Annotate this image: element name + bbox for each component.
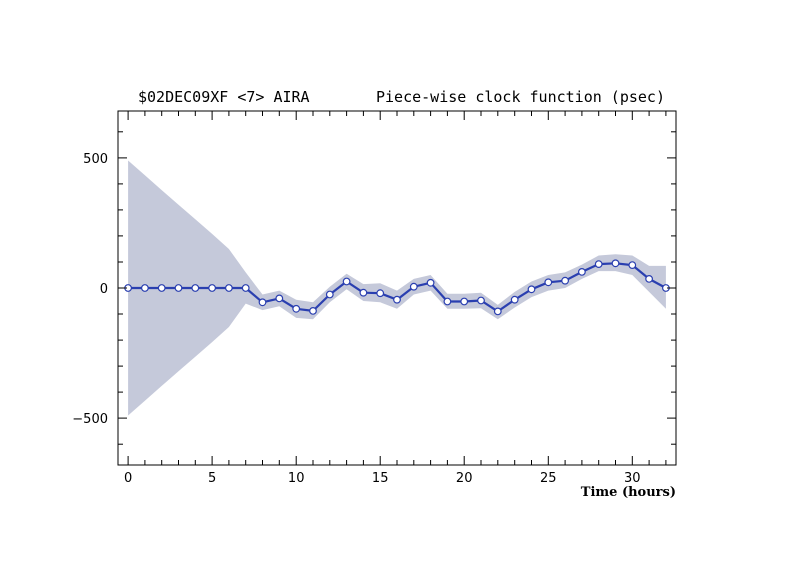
x-tick-label: 30: [624, 471, 641, 486]
x-tick-label: 5: [208, 471, 216, 486]
data-point: [426, 278, 435, 287]
data-point: [174, 284, 183, 292]
data-point: [561, 276, 569, 285]
data-point: [460, 297, 469, 306]
y-tick-label: −500: [72, 412, 108, 427]
series-line-segment: [429, 282, 449, 303]
chart-title-right: Piece-wise clock function (psec): [376, 88, 665, 106]
data-point: [275, 294, 284, 303]
data-point: [510, 295, 519, 304]
x-tick-label: 20: [456, 471, 473, 486]
data-point: [157, 284, 166, 292]
marker-group: [124, 259, 670, 316]
data-point: [628, 261, 637, 270]
data-point: [493, 307, 502, 316]
data-point: [241, 284, 250, 292]
data-point: [578, 268, 586, 276]
chart-title-left: $02DEC09XF <7> AIRA: [138, 88, 310, 106]
axis-ticks-group: [118, 111, 676, 465]
data-point: [292, 304, 301, 313]
data-point: [645, 275, 653, 283]
data-point: [325, 290, 334, 299]
data-point: [477, 296, 485, 305]
data-point: [359, 288, 368, 297]
data-point: [611, 259, 620, 268]
data-point: [140, 284, 149, 292]
tick-labels-group: 0 5 10 15 20 25 30 −500 0 500: [72, 152, 640, 486]
y-tick-label: 0: [100, 282, 108, 297]
data-point: [527, 285, 536, 294]
y-tick-label: 500: [83, 152, 108, 167]
data-point: [443, 297, 452, 306]
data-point: [594, 260, 603, 269]
x-tick-label: 25: [540, 471, 557, 486]
data-point: [342, 277, 351, 286]
x-axis-label: Time (hours): [581, 485, 676, 500]
data-point: [376, 289, 385, 298]
data-point: [393, 295, 401, 304]
data-point: [409, 282, 418, 291]
data-point: [208, 284, 217, 292]
data-point: [191, 284, 200, 292]
data-point: [544, 278, 553, 287]
x-tick-label: 0: [124, 471, 132, 486]
data-point: [224, 284, 233, 292]
x-tick-label: 15: [372, 471, 389, 486]
data-point: [309, 307, 317, 315]
data-point: [258, 298, 267, 307]
x-tick-label: 10: [288, 471, 305, 486]
series-line-segment: [312, 293, 331, 312]
